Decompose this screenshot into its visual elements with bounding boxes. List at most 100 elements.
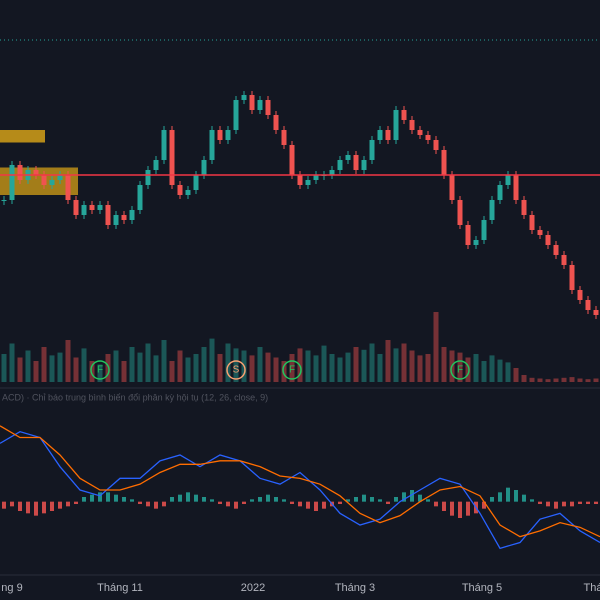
volume-bar [593, 378, 599, 382]
histogram-bar [562, 501, 566, 507]
candle-body [425, 135, 431, 140]
histogram-bar [202, 497, 206, 502]
candle-body [585, 300, 591, 310]
candle-body [17, 165, 23, 180]
candle-body [137, 185, 143, 210]
volume-bar [177, 350, 183, 382]
histogram-bar [282, 499, 286, 502]
histogram-bar [538, 501, 542, 504]
volume-bar [281, 361, 287, 382]
volume-bar [361, 349, 367, 382]
histogram-bar [2, 501, 6, 509]
histogram-bar [546, 501, 550, 507]
volume-bar [185, 357, 191, 382]
volume-bar [121, 361, 127, 382]
histogram-bar [426, 499, 430, 502]
histogram-bar [210, 499, 214, 502]
candle-body [489, 200, 495, 220]
histogram-bar [570, 501, 574, 507]
candle-body [401, 110, 407, 120]
candle-body [497, 185, 503, 200]
candle-body [177, 185, 183, 195]
candle-body [73, 200, 79, 215]
candle-body [49, 180, 55, 185]
x-tick-label: Tháng 3 [335, 582, 375, 594]
histogram-bar [482, 501, 486, 509]
histogram-bar [410, 490, 414, 502]
candle-body [569, 265, 575, 290]
candle-body [129, 210, 135, 220]
histogram-bar [50, 501, 54, 511]
volume-bar [393, 348, 399, 382]
histogram-bar [178, 494, 182, 502]
candle-body [281, 130, 287, 145]
candle-body [513, 175, 519, 200]
histogram-bar [498, 492, 502, 502]
event-marker [90, 360, 110, 380]
macd-line [0, 425, 600, 538]
candle-body [449, 175, 455, 200]
volume-bar [305, 350, 311, 382]
candle-body [105, 205, 111, 225]
histogram-bar [242, 501, 246, 504]
candle-body [529, 215, 535, 230]
histogram-bar [26, 501, 30, 514]
volume-bar [353, 347, 359, 382]
histogram-bar [338, 501, 342, 504]
volume-bar [489, 355, 495, 382]
volume-bar [561, 377, 567, 382]
volume-bar [329, 354, 335, 382]
volume-bar [569, 377, 575, 382]
event-marker [226, 360, 246, 380]
candle-body [313, 175, 319, 180]
event-marker [450, 360, 470, 380]
candle-body [521, 200, 527, 215]
histogram-bar [450, 501, 454, 516]
volume-bar [49, 355, 55, 382]
volume-bar [81, 348, 87, 382]
volume-bar [265, 352, 271, 382]
histogram-bar [218, 501, 222, 504]
candle-body [113, 215, 119, 225]
histogram-bar [394, 497, 398, 502]
candle-body [33, 170, 39, 175]
candle-body [81, 205, 87, 215]
volume-bar [505, 362, 511, 382]
histogram-bar [186, 492, 190, 502]
volume-bar [33, 361, 39, 382]
histogram-bar [378, 499, 382, 502]
candle-body [65, 175, 71, 200]
candle-body [57, 175, 63, 180]
volume-bar [537, 378, 543, 382]
volume-bar [545, 379, 551, 382]
volume-bar [9, 343, 15, 382]
volume-bar [313, 355, 319, 382]
x-tick-label: Tháng 11 [97, 582, 143, 594]
histogram-bar [442, 501, 446, 511]
histogram-bar [322, 501, 326, 509]
candle-body [9, 165, 15, 200]
candle-body [209, 130, 215, 160]
event-label: F [289, 365, 295, 376]
volume-bar [145, 343, 151, 382]
histogram-bar [298, 501, 302, 507]
histogram-bar [250, 499, 254, 502]
macd-title: ACD) · Chỉ báo trung bình biến đổi phân … [2, 392, 268, 402]
candle-body [329, 170, 335, 175]
candle-body [289, 145, 295, 175]
histogram-bar [594, 501, 598, 504]
histogram-bar [10, 501, 14, 507]
candle-body [201, 160, 207, 175]
candle-body [417, 130, 423, 135]
volume-bar [321, 345, 327, 382]
x-tick-label: ng 9 [1, 582, 22, 594]
histogram-bar [130, 499, 134, 502]
histogram-bar [42, 501, 46, 514]
candle-body [433, 140, 439, 150]
zone [0, 130, 45, 143]
event-marker [282, 360, 302, 380]
volume-bar [89, 361, 95, 382]
histogram-bar [82, 497, 86, 502]
histogram-bar [34, 501, 38, 516]
